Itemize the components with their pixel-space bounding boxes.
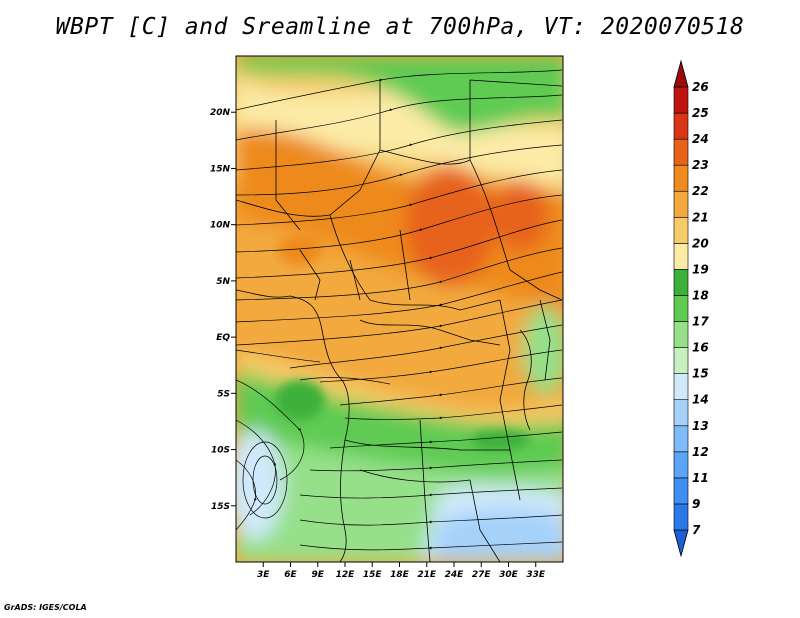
x-tick-label: 9E bbox=[312, 570, 325, 580]
x-tick-label: 3E bbox=[257, 570, 270, 580]
colorbar-segment bbox=[673, 190, 689, 218]
colorbar-label: 23 bbox=[692, 158, 709, 172]
colorbar-segment bbox=[673, 425, 689, 453]
colorbar-label: 7 bbox=[692, 523, 701, 537]
colorbar-segment bbox=[673, 399, 689, 427]
country-borders bbox=[236, 79, 563, 562]
colorbar-label: 24 bbox=[692, 132, 709, 146]
y-tick-label: 10N bbox=[210, 221, 231, 231]
wbpt-shading bbox=[236, 56, 563, 562]
equatorial-orange bbox=[250, 300, 550, 380]
colorbar: 7 9 11 12 13 14 15 16 17 18 19 20 21 22 23 24 25 26 bbox=[673, 59, 709, 558]
y-tick-label: EQ bbox=[216, 333, 230, 343]
colorbar-label: 11 bbox=[692, 471, 709, 485]
colorbar-label: 19 bbox=[692, 262, 709, 276]
colorbar-label: 26 bbox=[692, 80, 709, 94]
x-tick-label: 18E bbox=[390, 570, 410, 580]
x-tick-label: 15E bbox=[363, 570, 383, 580]
north-green-band bbox=[236, 56, 563, 133]
sahel-core-1 bbox=[405, 165, 495, 285]
y-tick-label: 20N bbox=[210, 108, 231, 118]
colorbar-segment bbox=[673, 295, 689, 322]
southeast-blue bbox=[430, 508, 563, 562]
colorbar-label: 16 bbox=[692, 341, 709, 355]
x-tick-label: 12E bbox=[336, 570, 356, 580]
y-tick-label: 5N bbox=[216, 277, 230, 287]
colorbar-segment bbox=[673, 503, 689, 531]
colorbar-label: 13 bbox=[692, 419, 709, 433]
x-tick-label: 21E bbox=[417, 570, 437, 580]
sahel-core-2 bbox=[492, 180, 548, 250]
colorbar-label: 20 bbox=[692, 236, 709, 250]
colorbar-label: 9 bbox=[692, 497, 700, 511]
colorbar-segment bbox=[673, 451, 689, 479]
y-axis: 20N 15N 10N 5N EQ 5S 10S 15S bbox=[210, 108, 236, 512]
colorbar-label: 12 bbox=[692, 445, 709, 459]
colorbar-segment bbox=[673, 373, 689, 401]
colorbar-segment bbox=[673, 243, 689, 270]
x-tick-label: 6E bbox=[284, 570, 297, 580]
colorbar-label: 18 bbox=[692, 288, 709, 302]
x-tick-label: 24E bbox=[445, 570, 465, 580]
grads-credit: GrADS: IGES/COLA bbox=[4, 603, 87, 612]
y-tick-label: 5S bbox=[217, 389, 230, 399]
colorbar-segment bbox=[673, 112, 689, 140]
colorbar-label: 21 bbox=[692, 210, 709, 224]
east-lakes-green bbox=[523, 305, 563, 395]
north-light-band bbox=[236, 80, 563, 189]
sahel-core-3 bbox=[240, 132, 300, 168]
x-axis: 3E 6E 9E 12E 15E 18E 21E 24E 27E 30E 33E bbox=[257, 562, 546, 580]
colorbar-segment bbox=[673, 347, 689, 374]
colorbar-label: 14 bbox=[692, 393, 709, 407]
colorbar-segment bbox=[673, 269, 689, 296]
colorbar-segment bbox=[673, 164, 689, 192]
sahel-band bbox=[236, 128, 563, 317]
chart-title: WBPT [C] and Sreamline at 700hPa, VT: 20… bbox=[55, 14, 745, 40]
colorbar-upper-extend bbox=[673, 59, 689, 88]
colorbar-label: 22 bbox=[692, 184, 709, 198]
streamlines bbox=[236, 69, 563, 551]
colorbar-segment bbox=[673, 216, 689, 244]
x-tick-label: 27E bbox=[472, 570, 492, 580]
x-tick-label: 30E bbox=[499, 570, 519, 580]
colorbar-label: 15 bbox=[692, 367, 709, 381]
colorbar-segment bbox=[673, 321, 689, 348]
colorbar-label: 17 bbox=[692, 315, 709, 329]
y-tick-label: 15S bbox=[211, 502, 230, 512]
y-tick-label: 10S bbox=[211, 446, 230, 456]
colorbar-segment bbox=[673, 477, 689, 505]
colorbar-label: 25 bbox=[692, 106, 709, 120]
y-tick-label: 15N bbox=[210, 164, 231, 174]
x-tick-label: 33E bbox=[526, 570, 546, 580]
colorbar-segment bbox=[673, 138, 689, 166]
colorbar-lower-extend bbox=[673, 529, 689, 558]
colorbar-segment bbox=[673, 86, 689, 114]
southwest-pale bbox=[236, 430, 283, 540]
